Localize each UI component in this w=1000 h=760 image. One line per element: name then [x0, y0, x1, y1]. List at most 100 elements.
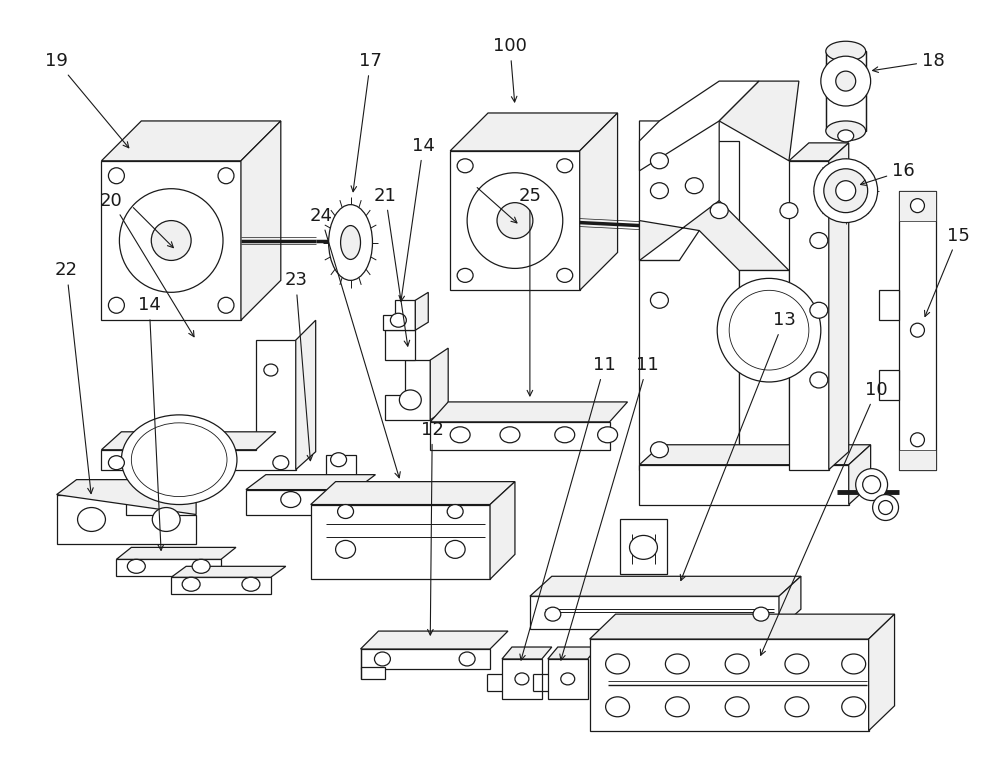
Ellipse shape — [561, 673, 575, 685]
Polygon shape — [789, 161, 829, 470]
Polygon shape — [879, 370, 899, 400]
Polygon shape — [430, 422, 610, 450]
Ellipse shape — [725, 697, 749, 717]
Text: 25: 25 — [518, 187, 541, 396]
Ellipse shape — [264, 364, 278, 376]
Polygon shape — [361, 649, 490, 669]
Polygon shape — [879, 290, 899, 320]
Text: 20: 20 — [100, 192, 194, 337]
Polygon shape — [639, 464, 849, 505]
Polygon shape — [899, 191, 936, 220]
Ellipse shape — [910, 323, 924, 337]
Ellipse shape — [457, 159, 473, 173]
Polygon shape — [719, 81, 799, 161]
Polygon shape — [57, 480, 196, 515]
Ellipse shape — [606, 697, 630, 717]
Ellipse shape — [650, 293, 668, 309]
Polygon shape — [849, 445, 871, 505]
Polygon shape — [639, 141, 739, 470]
Text: 23: 23 — [284, 271, 313, 461]
Ellipse shape — [329, 204, 372, 280]
Polygon shape — [171, 566, 286, 578]
Text: 15: 15 — [925, 226, 970, 316]
Polygon shape — [620, 520, 667, 575]
Text: 11: 11 — [520, 356, 616, 660]
Ellipse shape — [842, 697, 866, 717]
Ellipse shape — [108, 456, 124, 470]
Polygon shape — [490, 482, 515, 579]
Ellipse shape — [910, 432, 924, 447]
Polygon shape — [869, 614, 895, 730]
Polygon shape — [826, 51, 866, 131]
Polygon shape — [530, 596, 779, 629]
Polygon shape — [101, 121, 281, 161]
Ellipse shape — [753, 607, 769, 621]
Ellipse shape — [598, 427, 618, 443]
Ellipse shape — [557, 159, 573, 173]
Text: 11: 11 — [560, 356, 659, 660]
Polygon shape — [361, 631, 508, 649]
Ellipse shape — [725, 654, 749, 674]
Text: 14: 14 — [399, 137, 435, 301]
Ellipse shape — [242, 578, 260, 591]
Polygon shape — [101, 432, 276, 450]
Ellipse shape — [810, 302, 828, 318]
Polygon shape — [502, 659, 542, 699]
Ellipse shape — [873, 495, 899, 521]
Ellipse shape — [836, 181, 856, 201]
Ellipse shape — [606, 654, 630, 674]
Polygon shape — [311, 505, 490, 579]
Ellipse shape — [814, 159, 878, 223]
Ellipse shape — [445, 540, 465, 559]
Ellipse shape — [374, 652, 390, 666]
Polygon shape — [385, 360, 430, 420]
Ellipse shape — [826, 121, 866, 141]
Polygon shape — [580, 113, 618, 290]
Ellipse shape — [879, 501, 893, 515]
Ellipse shape — [331, 453, 347, 467]
Ellipse shape — [192, 559, 210, 573]
Polygon shape — [530, 576, 801, 596]
Ellipse shape — [467, 173, 563, 268]
Ellipse shape — [650, 182, 668, 198]
Ellipse shape — [399, 390, 421, 410]
Ellipse shape — [710, 203, 728, 219]
Ellipse shape — [838, 130, 854, 142]
Polygon shape — [57, 495, 196, 544]
Ellipse shape — [650, 153, 668, 169]
Text: 16: 16 — [861, 162, 915, 185]
Ellipse shape — [127, 559, 145, 573]
Text: 12: 12 — [421, 421, 444, 635]
Polygon shape — [639, 81, 759, 171]
Polygon shape — [383, 300, 415, 330]
Ellipse shape — [685, 178, 703, 194]
Ellipse shape — [390, 313, 406, 328]
Polygon shape — [639, 121, 719, 261]
Ellipse shape — [218, 297, 234, 313]
Ellipse shape — [182, 578, 200, 591]
Polygon shape — [739, 271, 789, 470]
Ellipse shape — [336, 540, 356, 559]
Polygon shape — [789, 143, 849, 161]
Ellipse shape — [151, 220, 191, 261]
Polygon shape — [101, 161, 241, 320]
Ellipse shape — [826, 41, 866, 61]
Ellipse shape — [121, 415, 237, 505]
Ellipse shape — [856, 469, 888, 501]
Ellipse shape — [108, 297, 124, 313]
Text: 100: 100 — [493, 37, 527, 102]
Polygon shape — [899, 191, 936, 470]
Ellipse shape — [821, 56, 871, 106]
Text: 13: 13 — [680, 311, 795, 581]
Text: 19: 19 — [45, 52, 129, 147]
Polygon shape — [548, 659, 588, 699]
Ellipse shape — [810, 372, 828, 388]
Polygon shape — [246, 454, 356, 515]
Polygon shape — [502, 647, 552, 659]
Ellipse shape — [717, 278, 821, 382]
Polygon shape — [450, 150, 580, 290]
Polygon shape — [590, 639, 869, 730]
Text: 24: 24 — [309, 207, 400, 478]
Ellipse shape — [119, 188, 223, 293]
Ellipse shape — [497, 203, 533, 239]
